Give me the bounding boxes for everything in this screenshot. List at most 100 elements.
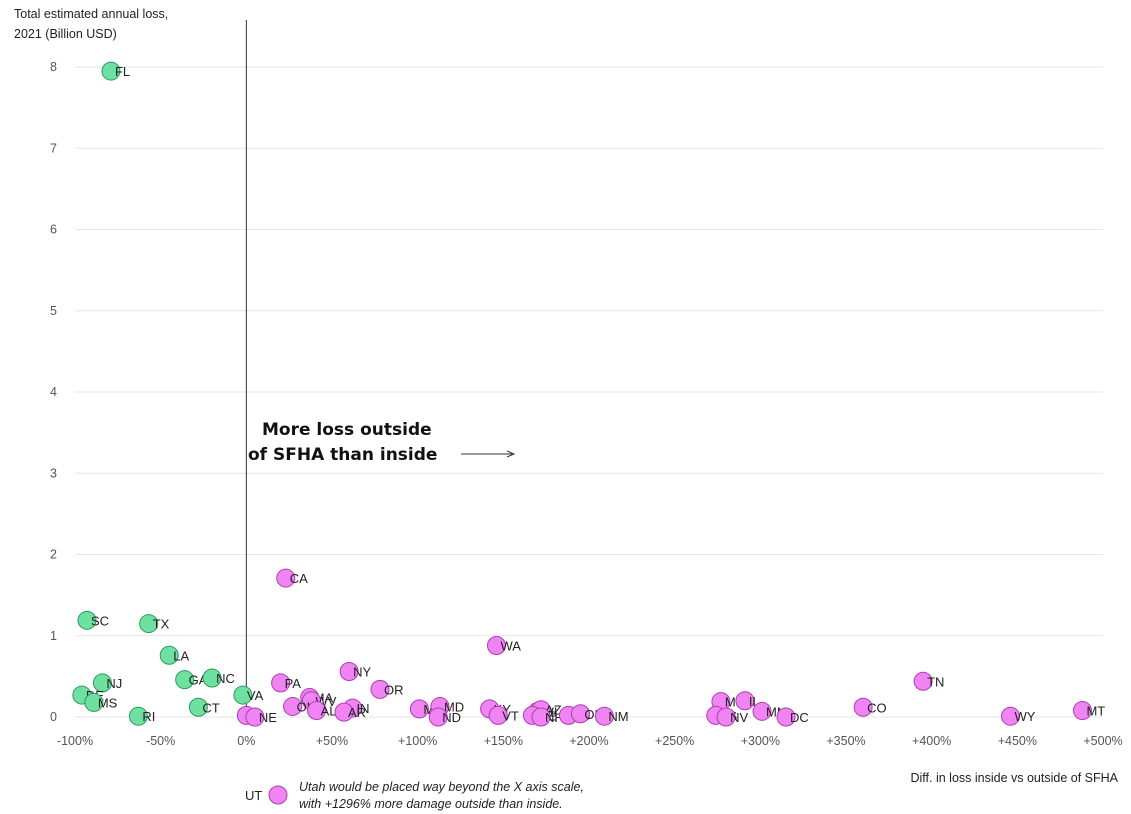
data-point-va <box>233 685 253 705</box>
x-axis-ticks: -100% -50% 0% +50% +100% +150% +200% +250% +300%… <box>57 734 1123 748</box>
x-tick-label: +400% <box>912 734 951 748</box>
data-point-co <box>853 697 873 717</box>
data-point-mn <box>752 701 772 721</box>
data-point-or <box>370 679 390 699</box>
data-point-vt <box>488 705 508 725</box>
x-tick-label: +350% <box>826 734 865 748</box>
y-tick-label: 1 <box>50 629 57 643</box>
point-label-md: MD <box>444 699 464 714</box>
data-point-wa <box>486 636 506 655</box>
y-tick-label: 7 <box>50 141 57 155</box>
point-label-ms: MS <box>98 695 118 710</box>
data-point-wy <box>1000 706 1020 726</box>
data-point-nv <box>716 707 736 727</box>
data-point-mo <box>409 699 429 719</box>
point-label-va: VA <box>247 688 264 703</box>
x-tick-label: +200% <box>569 734 608 748</box>
data-point-al <box>307 701 327 720</box>
point-label-nj: NJ <box>106 676 122 691</box>
y-axis-ticks: 0 1 2 3 4 5 6 7 8 <box>50 60 57 724</box>
point-label-vt: VT <box>502 708 519 723</box>
point-label-nv: NV <box>730 710 748 725</box>
data-point-dc <box>776 707 796 727</box>
data-point-nm <box>594 706 614 726</box>
y-tick-label: 5 <box>50 304 57 318</box>
y-tick-label: 0 <box>50 710 57 724</box>
y-axis-title-line-2: 2021 (Billion USD) <box>14 27 117 41</box>
x-tick-label: -100% <box>57 734 93 748</box>
point-label-ar: AR <box>348 705 366 720</box>
point-label-nd: ND <box>442 710 461 725</box>
outlier-marker <box>268 785 288 805</box>
x-tick-label: +300% <box>741 734 780 748</box>
data-point-nj <box>92 673 112 693</box>
annotation: More loss outside of SFHA than inside <box>248 420 516 465</box>
y-axis-title-line-1: Total estimated annual loss, <box>14 7 168 21</box>
data-point-nd <box>428 707 448 727</box>
x-tick-label: +150% <box>484 734 523 748</box>
point-label-wa: WA <box>500 639 521 654</box>
y-tick-label: 6 <box>50 223 57 237</box>
annotation-arrow <box>461 450 516 458</box>
x-tick-label: 0% <box>237 734 255 748</box>
data-point-ms <box>84 692 104 712</box>
data-point-nc <box>202 668 222 688</box>
data-point-la <box>159 645 179 665</box>
point-label-wy: WY <box>1014 709 1035 724</box>
point-label-fl: FL <box>115 64 130 79</box>
data-point-mt <box>1072 701 1092 720</box>
data-point-ri <box>128 706 148 726</box>
annotation-line-2: of SFHA than inside <box>248 445 437 465</box>
data-point-ne <box>245 707 265 727</box>
y-tick-label: 3 <box>50 466 57 480</box>
y-tick-label: 4 <box>50 385 57 399</box>
point-label-co: CO <box>867 700 887 715</box>
data-point-ok <box>570 704 590 724</box>
point-label-la: LA <box>173 648 189 663</box>
point-label-nc: NC <box>216 671 235 686</box>
point-label-ri: RI <box>142 709 155 724</box>
point-label-ct: CT <box>202 700 219 715</box>
data-point-tx <box>139 614 159 634</box>
data-point-ca <box>276 568 296 588</box>
data-point-pa <box>271 673 291 693</box>
grid-lines <box>75 66 1103 718</box>
point-label-in: IN <box>357 701 370 716</box>
point-label-nm: NM <box>608 709 628 724</box>
data-point-nh <box>531 707 551 727</box>
x-tick-label: +250% <box>655 734 694 748</box>
outlier-note: UT Utah would be placed way beyond the X… <box>245 780 584 811</box>
point-label-sc: SC <box>91 613 109 628</box>
y-tick-label: 2 <box>50 548 57 562</box>
point-label-pa: PA <box>285 676 302 691</box>
x-tick-label: +100% <box>398 734 437 748</box>
point-label-or: OR <box>384 682 404 697</box>
data-point-tn <box>913 671 933 691</box>
data-point-ar <box>334 702 354 722</box>
x-tick-label: +450% <box>998 734 1037 748</box>
x-axis-title: Diff. in loss inside vs outside of SFHA <box>911 771 1119 785</box>
data-points: FLSCTXLANJDEMSRIGANCCTVAIANECAPAMAWVOHAL… <box>72 61 1105 727</box>
point-label-ny: NY <box>353 665 371 680</box>
point-label-tn: TN <box>927 674 944 689</box>
annotation-line-1: More loss outside <box>262 420 432 440</box>
point-label-ne: NE <box>259 710 277 725</box>
data-point-ct <box>188 697 208 717</box>
outlier-note-line-2: with +1296% more damage outside than ins… <box>299 797 563 811</box>
data-point-fl <box>101 61 121 81</box>
x-tick-label: -50% <box>146 734 175 748</box>
data-point-il <box>735 691 755 711</box>
point-label-il: IL <box>749 694 760 709</box>
point-label-mt: MT <box>1086 704 1105 719</box>
data-point-ga <box>175 670 195 690</box>
outlier-note-line-1: Utah would be placed way beyond the X ax… <box>299 780 584 794</box>
point-label-al: AL <box>321 704 337 719</box>
outlier-label: UT <box>245 788 262 803</box>
point-label-tx: TX <box>153 617 170 632</box>
point-label-ca: CA <box>290 571 308 586</box>
y-tick-label: 8 <box>50 60 57 74</box>
data-point-sc <box>77 610 97 630</box>
point-label-dc: DC <box>790 710 809 725</box>
data-point-ny <box>339 662 359 681</box>
